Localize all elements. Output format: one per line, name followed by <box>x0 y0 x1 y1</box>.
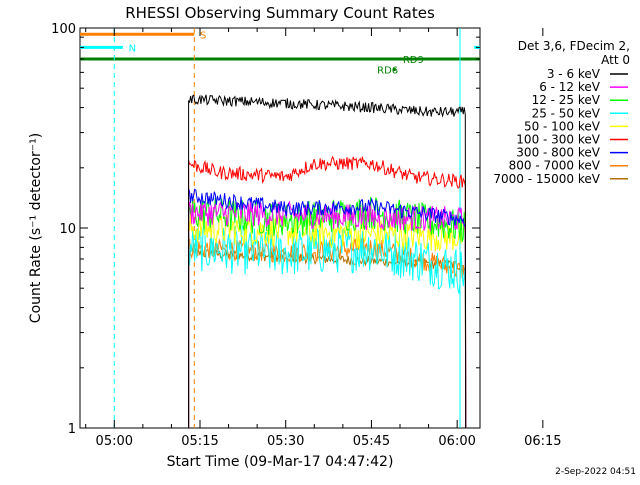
series-trace <box>188 223 467 429</box>
y-axis-label: Count Rate (s⁻¹ detector⁻¹) <box>28 133 44 323</box>
legend-label: 100 - 300 keV <box>516 133 600 147</box>
flags-layer: S N RD9 RD6 <box>80 30 480 77</box>
y-tick-label: 100 <box>51 22 76 37</box>
flag-marker-point <box>392 68 396 72</box>
x-tick-label: 06:15 <box>524 434 561 449</box>
flag-label: RD9 <box>403 55 424 66</box>
x-tick-label: 05:00 <box>96 434 133 449</box>
chart-title: RHESSI Observing Summary Count Rates <box>125 4 435 22</box>
series-layer <box>188 94 467 429</box>
series-trace <box>188 155 467 429</box>
legend-label: 6 - 12 keV <box>539 80 601 94</box>
series-trace <box>188 188 467 429</box>
legend-label: 50 - 100 keV <box>524 119 601 133</box>
legend-label: 800 - 7000 keV <box>509 159 601 173</box>
flag-label: N <box>129 43 136 54</box>
flag-label: RD6 <box>377 66 398 77</box>
x-tick-label: 05:45 <box>353 434 390 449</box>
legend-label: 3 - 6 keV <box>547 67 601 81</box>
legend-label: 7000 - 15000 keV <box>493 172 600 186</box>
series-trace <box>188 246 467 429</box>
y-tick-label: 10 <box>59 222 76 237</box>
legend-label: 25 - 50 keV <box>532 106 601 120</box>
legend-label: 300 - 800 keV <box>516 146 600 160</box>
legend-header-line-2: Att 0 <box>601 53 630 67</box>
series-trace <box>188 94 467 429</box>
series-trace <box>188 199 467 429</box>
x-tick-label: 06:00 <box>438 434 475 449</box>
x-tick-label: 05:30 <box>267 434 304 449</box>
series-trace <box>188 237 467 429</box>
flag-label: S <box>200 30 206 41</box>
x-tick-label: 05:15 <box>181 434 218 449</box>
axis-layer: 05:00 05:15 05:30 05:45 06:00 06:15 1 10 100 <box>51 22 561 449</box>
x-axis-label: Start Time (09-Mar-17 04:47:42) <box>167 454 394 470</box>
y-tick-label: 1 <box>68 422 76 437</box>
legend-header-line-1: Det 3,6, FDecim 2, <box>518 39 630 53</box>
legend-label: 12 - 25 keV <box>532 93 601 107</box>
timestamp: 2-Sep-2022 04:51 <box>555 467 636 477</box>
